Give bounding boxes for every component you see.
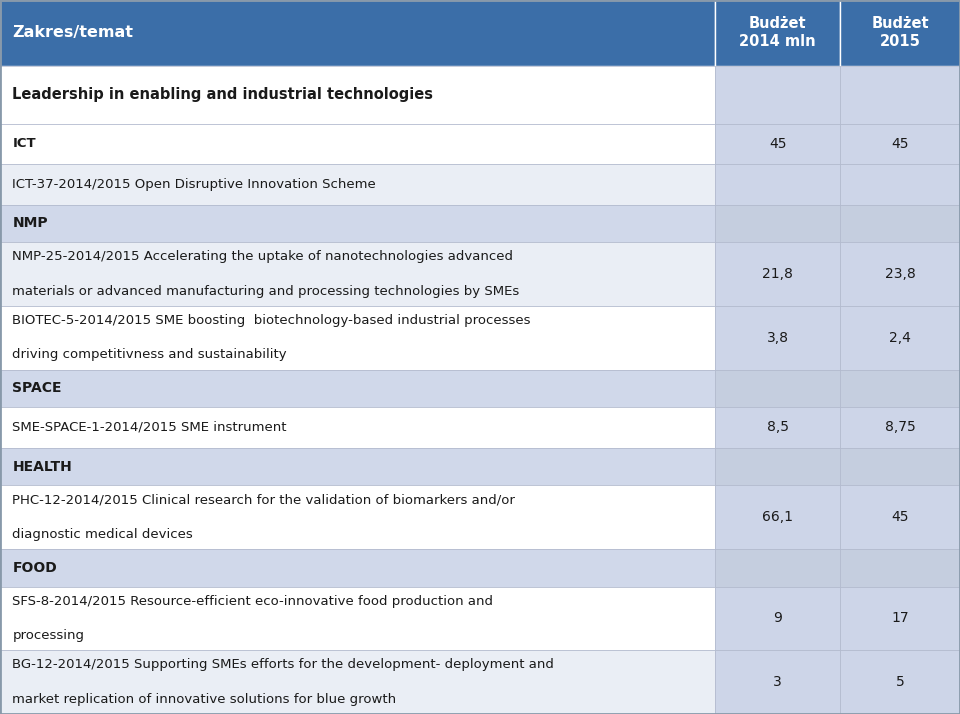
- Text: BIOTEC-5-2014/2015 SME boosting  biotechnology-based industrial processes: BIOTEC-5-2014/2015 SME boosting biotechn…: [12, 314, 531, 327]
- Text: market replication of innovative solutions for blue growth: market replication of innovative solutio…: [12, 693, 396, 706]
- Text: SFS-8-2014/2015 Resource-efficient eco-innovative food production and: SFS-8-2014/2015 Resource-efficient eco-i…: [12, 595, 493, 608]
- Text: SPACE: SPACE: [12, 381, 62, 396]
- Text: 45: 45: [891, 511, 909, 524]
- Bar: [715, 124, 840, 164]
- Bar: [715, 306, 840, 370]
- Text: PHC-12-2014/2015 Clinical research for the validation of biomarkers and/or: PHC-12-2014/2015 Clinical research for t…: [12, 493, 516, 506]
- Bar: [840, 164, 960, 205]
- Bar: [840, 0, 960, 66]
- Bar: [715, 370, 840, 407]
- Bar: [0, 407, 715, 448]
- Bar: [0, 306, 715, 370]
- Text: ICT: ICT: [12, 137, 36, 151]
- Bar: [0, 164, 715, 205]
- Text: Budżet
2014 mln: Budżet 2014 mln: [739, 16, 816, 49]
- Text: FOOD: FOOD: [12, 560, 58, 575]
- Text: NMP-25-2014/2015 Accelerating the uptake of nanotechnologies advanced: NMP-25-2014/2015 Accelerating the uptake…: [12, 251, 514, 263]
- Text: processing: processing: [12, 629, 84, 642]
- Bar: [840, 448, 960, 486]
- Text: 8,75: 8,75: [884, 421, 916, 435]
- Bar: [715, 205, 840, 242]
- Bar: [840, 486, 960, 549]
- Text: HEALTH: HEALTH: [12, 460, 72, 473]
- Bar: [0, 124, 715, 164]
- Bar: [840, 242, 960, 306]
- Text: 3,8: 3,8: [767, 331, 788, 345]
- Text: BG-12-2014/2015 Supporting SMEs efforts for the development- deployment and: BG-12-2014/2015 Supporting SMEs efforts …: [12, 658, 554, 671]
- Text: 3: 3: [773, 675, 782, 689]
- Bar: [840, 549, 960, 587]
- Bar: [840, 306, 960, 370]
- Bar: [0, 650, 715, 714]
- Bar: [840, 650, 960, 714]
- Bar: [0, 549, 715, 587]
- Text: ICT-37-2014/2015 Open Disruptive Innovation Scheme: ICT-37-2014/2015 Open Disruptive Innovat…: [12, 178, 376, 191]
- Bar: [715, 0, 840, 66]
- Bar: [0, 486, 715, 549]
- Bar: [0, 0, 715, 66]
- Text: Budżet
2015: Budżet 2015: [871, 16, 929, 49]
- Text: SME-SPACE-1-2014/2015 SME instrument: SME-SPACE-1-2014/2015 SME instrument: [12, 421, 287, 434]
- Text: diagnostic medical devices: diagnostic medical devices: [12, 528, 193, 541]
- Bar: [715, 549, 840, 587]
- Bar: [715, 407, 840, 448]
- Bar: [0, 242, 715, 306]
- Text: 9: 9: [773, 611, 782, 625]
- Bar: [715, 66, 840, 124]
- Bar: [715, 242, 840, 306]
- Bar: [840, 370, 960, 407]
- Bar: [0, 370, 715, 407]
- Bar: [0, 66, 715, 124]
- Text: driving competitivness and sustainability: driving competitivness and sustainabilit…: [12, 348, 287, 361]
- Text: 45: 45: [769, 137, 786, 151]
- Bar: [840, 124, 960, 164]
- Text: 21,8: 21,8: [762, 267, 793, 281]
- Text: 5: 5: [896, 675, 904, 689]
- Bar: [840, 205, 960, 242]
- Bar: [715, 164, 840, 205]
- Bar: [840, 587, 960, 650]
- Text: NMP: NMP: [12, 216, 48, 231]
- Bar: [715, 650, 840, 714]
- Bar: [840, 66, 960, 124]
- Bar: [0, 448, 715, 486]
- Text: 2,4: 2,4: [889, 331, 911, 345]
- Text: Leadership in enabling and industrial technologies: Leadership in enabling and industrial te…: [12, 87, 434, 102]
- Bar: [0, 205, 715, 242]
- Text: 17: 17: [891, 611, 909, 625]
- Text: 66,1: 66,1: [762, 511, 793, 524]
- Bar: [715, 448, 840, 486]
- Bar: [715, 587, 840, 650]
- Bar: [0, 587, 715, 650]
- Text: 23,8: 23,8: [884, 267, 916, 281]
- Text: Zakres/temat: Zakres/temat: [12, 25, 133, 41]
- Text: 8,5: 8,5: [767, 421, 788, 435]
- Bar: [715, 486, 840, 549]
- Text: 45: 45: [891, 137, 909, 151]
- Text: materials or advanced manufacturing and processing technologies by SMEs: materials or advanced manufacturing and …: [12, 285, 519, 298]
- Bar: [840, 407, 960, 448]
